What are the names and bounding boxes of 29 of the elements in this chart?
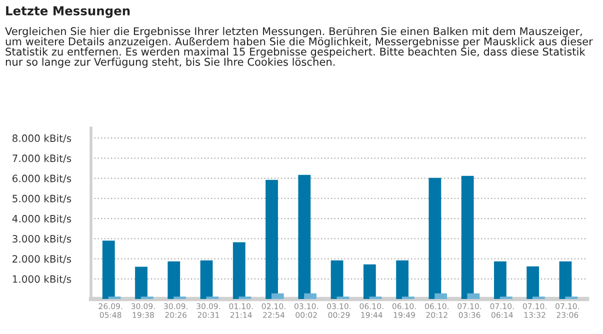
bar: [428, 178, 442, 299]
y-tick-label: 6.000 kBit/s: [12, 174, 72, 184]
bar: [461, 176, 474, 299]
bar: [494, 261, 506, 299]
bar: [396, 260, 409, 299]
bar: [467, 293, 480, 299]
bar: [135, 266, 148, 299]
y-tick-label: 5.000 kBit/s: [12, 194, 72, 204]
bar: [298, 174, 311, 299]
bar: [304, 293, 316, 299]
bar: [363, 264, 376, 299]
bar: [200, 260, 213, 299]
bar: [526, 266, 540, 299]
bar: [434, 293, 448, 299]
bar: [102, 240, 115, 299]
chart-title: Letzte Messungen: [6, 6, 130, 18]
bar: [168, 261, 180, 299]
y-tick-label: 1.000 kBit/s: [12, 275, 72, 284]
bar: [271, 293, 284, 299]
chart-subtitle: Vergleichen Sie hier die Ergebnisse Ihrer letzten Messungen. Berühren Sie einen Balken mit dem Mauszeiger, um weitere Details anzuzeigen. Außerdem haben Sie die Möglichkeit, Messergebnisse per Mausklick aus dieser Statistik zu entfernen. Es werden maximal 15 Ergebnisse gespeichert. Bitte beachten Sie, dass diese Statistik nur so lange zur Verfügung steht, bis Sie Ihre Cookies löschen.: [5, 27, 593, 68]
bar: [232, 242, 246, 299]
bar: [330, 260, 344, 299]
y-tick-label: 3.000 kBit/s: [12, 234, 72, 244]
y-tick-label: 7.000 kBit/s: [12, 154, 72, 163]
y-tick-label: 2.000 kBit/s: [12, 254, 72, 264]
bar: [559, 261, 572, 299]
y-tick-label: 8.000 kBit/s: [12, 134, 72, 143]
y-tick-label: 4.000 kBit/s: [12, 214, 72, 224]
bar: [266, 180, 278, 299]
